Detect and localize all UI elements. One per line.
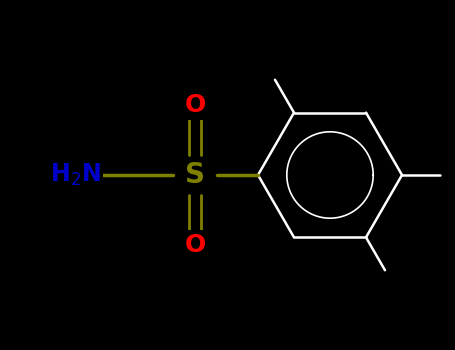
Text: O: O xyxy=(184,93,206,117)
Text: O: O xyxy=(184,233,206,257)
Text: S: S xyxy=(185,161,205,189)
Text: H$_2$N: H$_2$N xyxy=(50,162,101,188)
